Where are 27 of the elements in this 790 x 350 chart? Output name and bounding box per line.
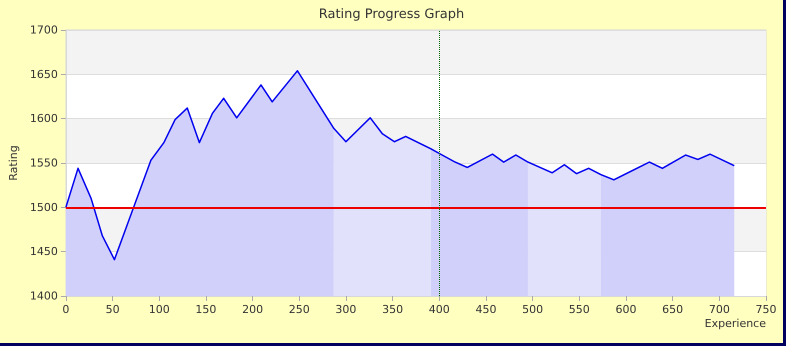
x-tick-label: 400 <box>428 303 450 316</box>
x-tick-label: 600 <box>615 303 636 316</box>
x-tick-label: 550 <box>568 303 590 316</box>
x-tick-label: 100 <box>148 303 170 316</box>
x-tick-label: 0 <box>62 303 70 316</box>
x-tick-label: 750 <box>756 303 776 316</box>
y-axis-title: Rating <box>7 145 20 181</box>
x-tick-label: 500 <box>522 303 544 316</box>
x-tick-label: 700 <box>708 303 730 316</box>
x-tick-label: 350 <box>382 303 404 316</box>
x-tick-label: 150 <box>195 303 216 316</box>
line-series <box>65 70 736 260</box>
x-tick-label: 650 <box>662 303 684 316</box>
y-tick-label: 1550 <box>30 156 58 170</box>
y-tick-label: 1700 <box>30 24 58 36</box>
chart-title: Rating Progress Graph <box>318 7 464 22</box>
x-axis-title: Experience <box>704 317 766 330</box>
x-tick-label: 250 <box>288 303 310 316</box>
x-tick-label: 300 <box>335 303 356 316</box>
y-tick-label: 1400 <box>30 290 58 302</box>
y-tick-label: 1500 <box>30 200 58 214</box>
y-tick-label: 1650 <box>30 68 58 81</box>
y-tick-label: 1600 <box>30 112 58 126</box>
y-tick-label: 1450 <box>30 245 58 258</box>
x-tick-label: 50 <box>106 303 120 316</box>
x-tick-label: 200 <box>242 303 264 316</box>
x-tick-label: 450 <box>475 303 496 316</box>
